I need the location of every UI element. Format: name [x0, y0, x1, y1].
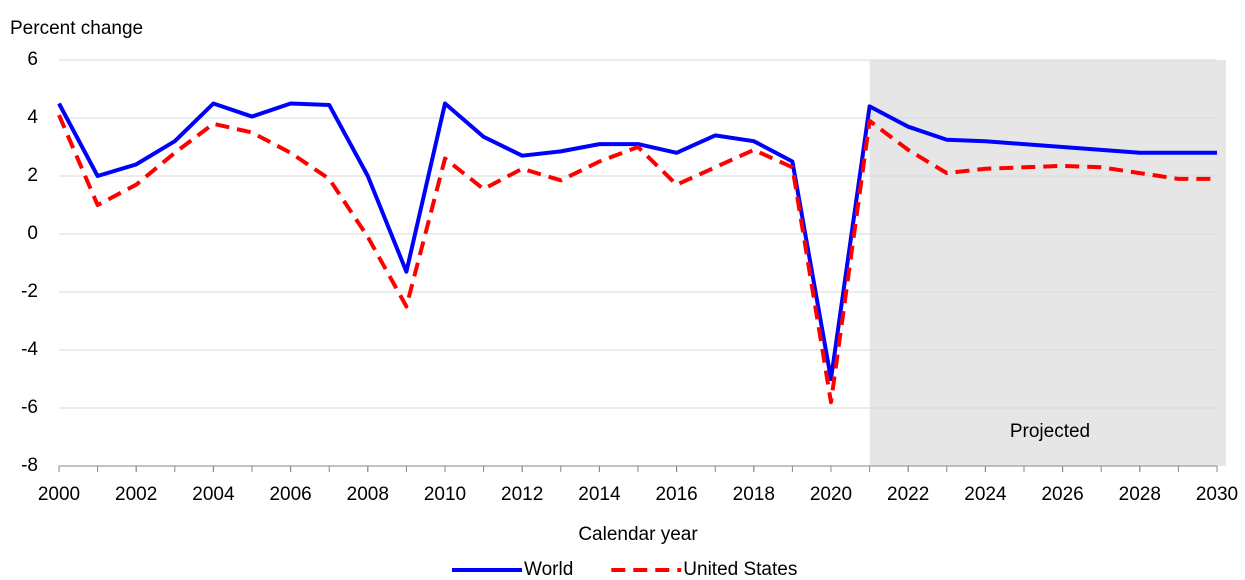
legend-label: United States	[683, 559, 797, 580]
series-line	[57, 101, 1217, 381]
x-tick-label: 2016	[655, 484, 697, 505]
projected-region	[869, 60, 1226, 466]
y-tick-label: 4	[27, 107, 38, 128]
x-tick-label: 2030	[1196, 484, 1238, 505]
x-tick-label: 2022	[887, 484, 929, 505]
x-tick-label: 2026	[1041, 484, 1083, 505]
x-tick-label: 2010	[424, 484, 466, 505]
legend-label: World	[524, 559, 573, 580]
x-tick-label: 2002	[115, 484, 157, 505]
x-tick-label: 2018	[733, 484, 775, 505]
y-tick-label: -6	[21, 397, 38, 418]
y-tick-label: 2	[27, 165, 38, 186]
y-tick-label: 6	[27, 49, 38, 70]
x-tick-label: 2028	[1119, 484, 1161, 505]
x-tick-label: 2012	[501, 484, 543, 505]
x-axis-label: Calendar year	[578, 524, 698, 545]
y-axis-label: Percent change	[10, 18, 143, 39]
y-tick-label: 0	[27, 223, 38, 244]
y-tick-label: -8	[21, 455, 38, 476]
series-line	[57, 114, 1217, 405]
y-tick-label: -4	[21, 339, 38, 360]
x-tick-label: 2020	[810, 484, 852, 505]
x-tick-label: 2024	[964, 484, 1007, 505]
x-tick-label: 2000	[38, 484, 80, 505]
x-tick-label: 2008	[347, 484, 389, 505]
x-tick-label: 2006	[269, 484, 311, 505]
x-tick-label: 2014	[578, 484, 621, 505]
y-tick-label: -2	[21, 281, 38, 302]
annotation: Projected	[1010, 421, 1090, 442]
x-tick-label: 2004	[192, 484, 235, 505]
